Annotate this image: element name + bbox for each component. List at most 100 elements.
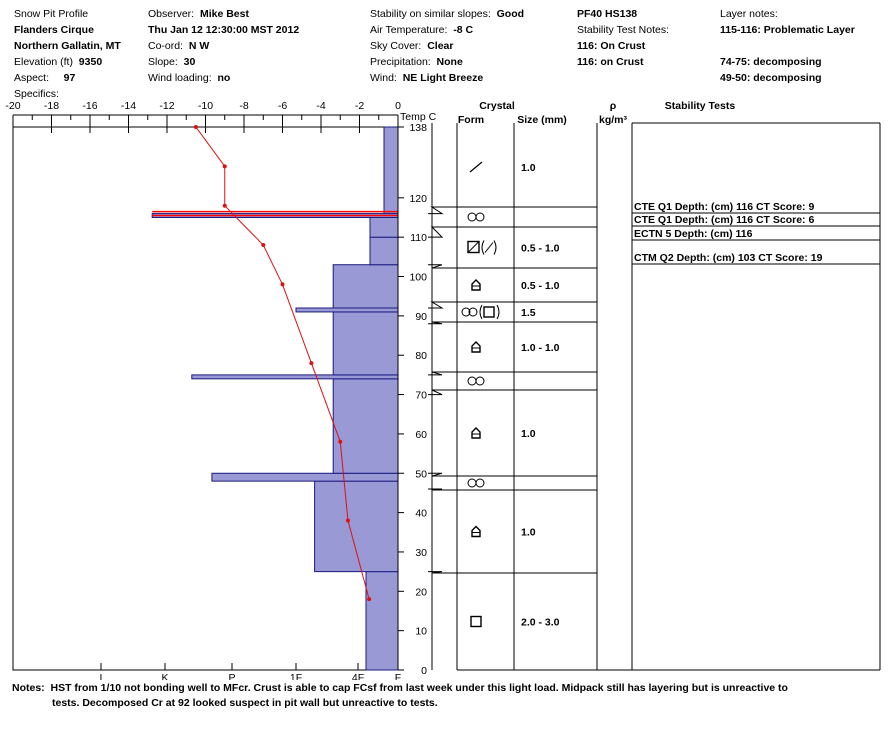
hardness-layer xyxy=(383,126,399,215)
crystal-connector xyxy=(428,226,457,238)
temperature-point xyxy=(345,518,350,523)
observer-row: Observer: Mike Best xyxy=(148,6,299,22)
precip-particles-icon xyxy=(469,161,483,173)
temperature-point xyxy=(261,243,266,248)
ring-left xyxy=(467,212,477,222)
crystal-header: Crystal xyxy=(479,100,515,112)
stability-test-entry: ECTN 5 Depth: (cm) 116 xyxy=(634,228,753,240)
hardness-layer xyxy=(295,307,399,313)
temperature-point xyxy=(309,361,314,366)
crystal-size-value: 1.0 xyxy=(521,162,536,174)
temperature-point xyxy=(338,439,343,444)
height-tick-label: 90 xyxy=(415,311,427,323)
hoar-shape xyxy=(471,525,481,538)
crystal-connector xyxy=(428,264,457,269)
wind-loading-label: Wind loading: xyxy=(148,72,212,84)
slash xyxy=(484,242,494,253)
stability-header: Stability Tests xyxy=(665,100,736,112)
paren-close xyxy=(493,240,497,255)
slope-label: Slope: xyxy=(148,56,178,68)
notes-line-1: Notes: HST from 1/10 not bonding well to… xyxy=(12,681,872,696)
crystal-connector xyxy=(428,571,457,574)
temp-axis-label: Temp C xyxy=(400,111,437,123)
temp-tick-label: -4 xyxy=(316,100,325,112)
square xyxy=(483,306,495,318)
hoar-shape xyxy=(471,341,481,353)
height-tick-label: 50 xyxy=(415,468,427,480)
height-tick-label: 138 xyxy=(409,122,427,134)
height-tick-label: 10 xyxy=(415,626,427,638)
ring-right xyxy=(475,376,485,386)
notes-label: Notes: xyxy=(12,682,45,694)
layer-notes-label: Layer notes: xyxy=(720,8,778,20)
height-tick-label: 0 xyxy=(421,665,427,677)
wind-value: NE Light Breeze xyxy=(402,72,484,84)
air-temp-label: Air Temperature: xyxy=(370,24,448,36)
observer-value: Mike Best xyxy=(199,8,249,20)
location: Flanders Cirque xyxy=(14,24,94,36)
elevation-row: Elevation (ft) 9350 xyxy=(14,54,121,70)
header-col-layer-notes: Layer notes: 115-116: Problematic Layer … xyxy=(720,6,855,86)
elevation-value: 9350 xyxy=(78,56,103,68)
hardness-tick-label: P xyxy=(228,672,235,680)
header-col-observer: Observer: Mike Best Thu Jan 12 12:30:00 … xyxy=(148,6,299,86)
hardness-layer xyxy=(332,311,399,376)
temp-tick-label: -14 xyxy=(121,100,136,112)
form-header: Form xyxy=(458,114,484,126)
melt-freeze-icon xyxy=(467,212,485,222)
crystal-connector xyxy=(428,472,457,477)
temp-tick-label: -20 xyxy=(5,100,20,112)
melt-freeze-icon xyxy=(467,478,485,488)
depth-hoar-icon xyxy=(471,525,481,538)
stability-test-entry: CTM Q2 Depth: (cm) 103 CT Score: 19 xyxy=(634,252,823,264)
stability-row: Stability on similar slopes: Good xyxy=(370,6,524,22)
crystal-size-value: 1.5 xyxy=(521,307,536,319)
temp-tick-label: -12 xyxy=(159,100,174,112)
crystal-connector xyxy=(428,206,457,215)
height-tick-label: 40 xyxy=(415,508,427,520)
layer-note-1: 115-116: Problematic Layer xyxy=(720,24,855,36)
crystal-size-value: 0.5 - 1.0 xyxy=(521,243,560,255)
crystal-connector xyxy=(428,321,457,325)
slope-value: 30 xyxy=(183,56,196,68)
hardness-tick-label: 4F xyxy=(352,672,364,680)
stability-notes-label: Stability Test Notes: xyxy=(577,24,670,36)
notes-text-1: HST from 1/10 not bonding well to MFcr. … xyxy=(50,682,788,694)
crystal-connector xyxy=(428,371,457,376)
aspect-value: 97 xyxy=(63,72,76,84)
observer-label: Observer: xyxy=(148,8,195,20)
stability-test-entry: CTE Q1 Depth: (cm) 116 CT Score: 6 xyxy=(634,214,814,226)
height-tick-label: 110 xyxy=(410,232,427,244)
stability-note-2: 116: on Crust xyxy=(577,56,644,68)
temperature-point xyxy=(280,282,285,287)
pit-header: Snow Pit Profile Flanders Cirque Norther… xyxy=(0,6,888,100)
temp-tick-label: -18 xyxy=(44,100,59,112)
temperature-point xyxy=(193,125,198,129)
size-header: Size (mm) xyxy=(517,114,567,126)
square xyxy=(470,615,482,628)
density-header: ρ xyxy=(610,100,617,112)
faceted-icon xyxy=(470,615,482,628)
region: Northern Gallatin, MT xyxy=(14,40,121,52)
height-tick-label: 120 xyxy=(409,193,427,205)
wind-loading-row: Wind loading: no xyxy=(148,70,299,86)
height-tick-label: 30 xyxy=(415,547,427,559)
crystal-size-value: 2.0 - 3.0 xyxy=(521,617,560,629)
square xyxy=(467,240,480,254)
paren-open xyxy=(479,304,483,320)
faceted-rounding-precip-icon xyxy=(467,240,497,255)
ring-left xyxy=(467,376,477,386)
hardness-layer xyxy=(369,236,399,266)
height-tick-label: 100 xyxy=(409,272,427,284)
stability-note-1: 116: On Crust xyxy=(577,40,646,52)
stability-test-entry: CTE Q1 Depth: (cm) 116 CT Score: 9 xyxy=(634,201,814,213)
hardness-tick-label: K xyxy=(161,672,168,680)
crystal-size-value: 0.5 - 1.0 xyxy=(521,280,560,292)
datetime: Thu Jan 12 12:30:00 MST 2012 xyxy=(148,24,300,36)
layer-note-3: 49-50: decomposing xyxy=(720,72,822,84)
height-tick-label: 20 xyxy=(415,586,427,598)
crystal-connector xyxy=(428,389,457,396)
hardness-layer xyxy=(365,571,399,671)
hardness-layer xyxy=(314,480,399,573)
